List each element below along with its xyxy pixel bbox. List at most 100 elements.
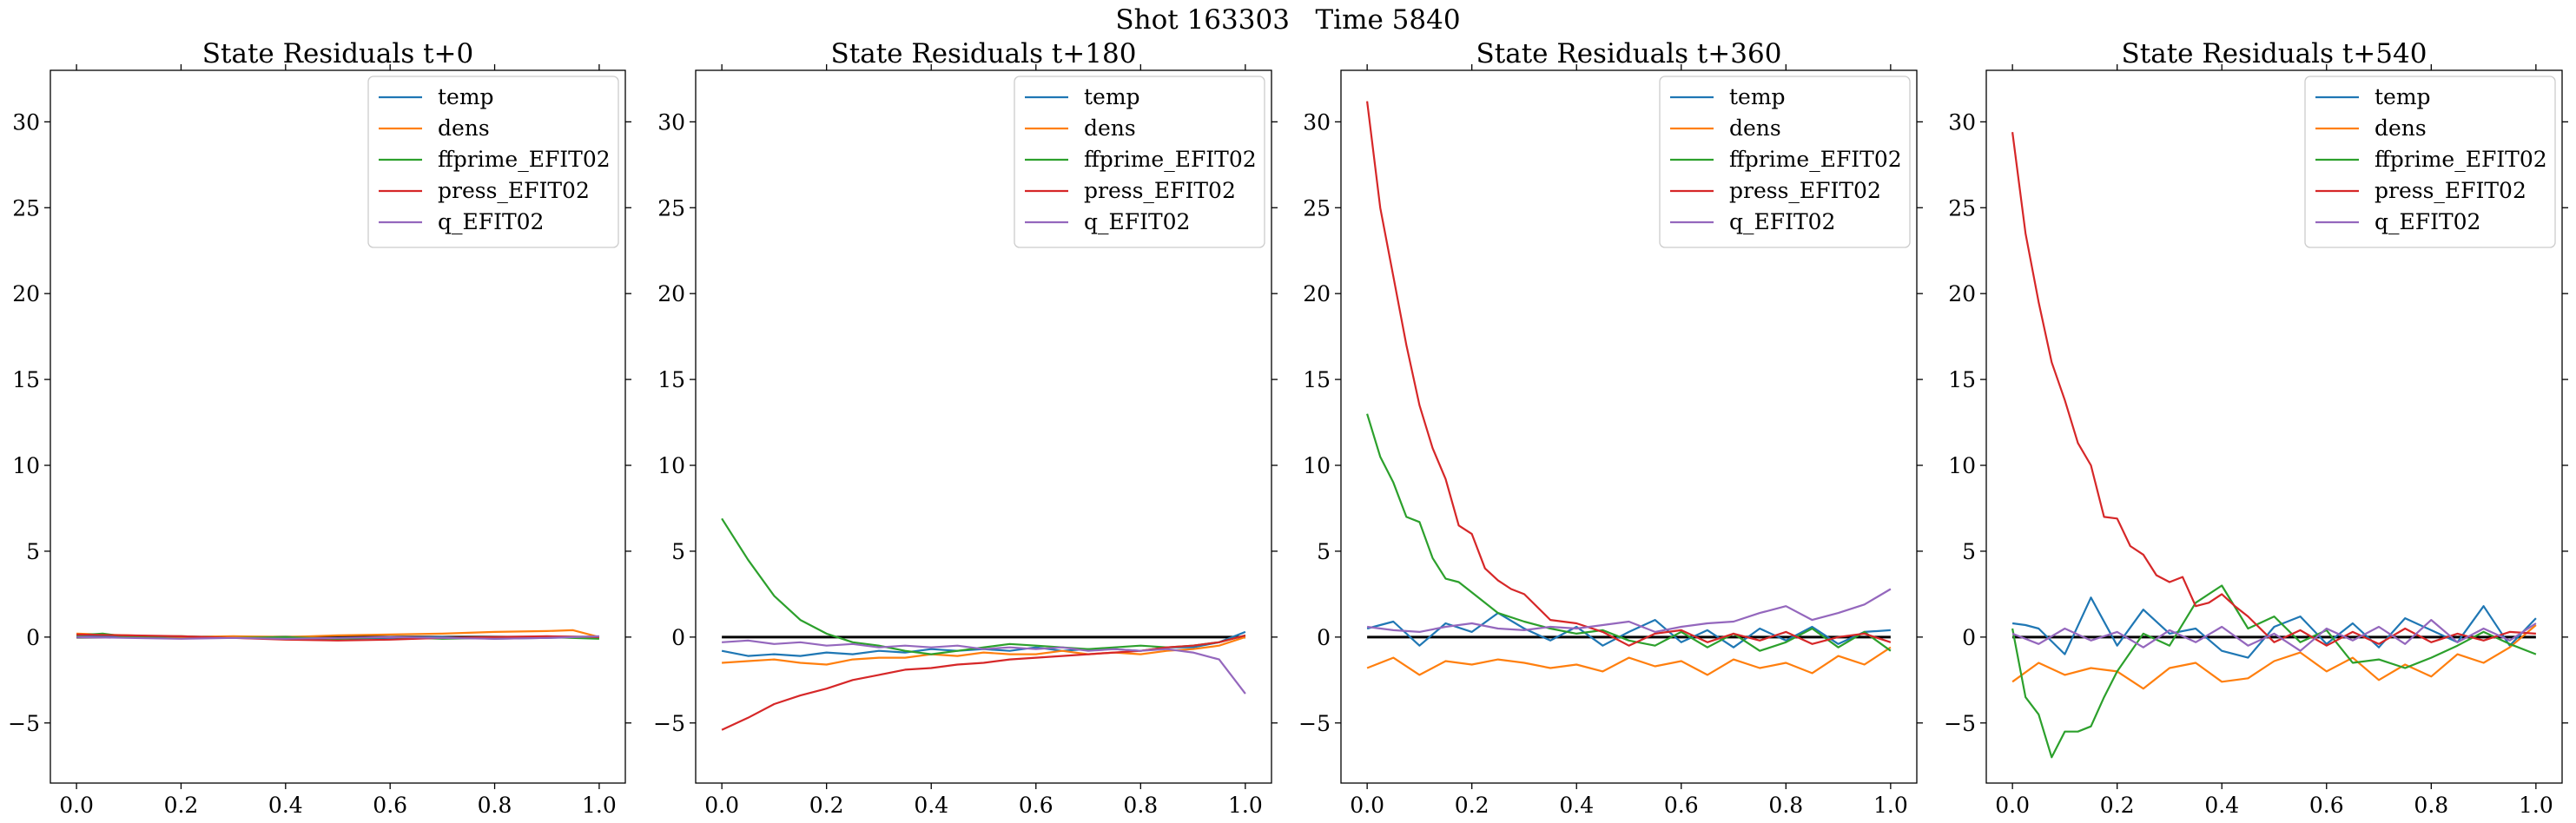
legend: temp dens ffprime_EFIT02 press_EFIT02 q_EFIT… (1659, 76, 1911, 248)
x-tick-label: 0.4 (2204, 793, 2239, 818)
legend-label-q_EFIT02: q_EFIT02 (438, 209, 544, 234)
series-line-q_EFIT02 (722, 639, 1246, 695)
x-tick-label: 0.6 (1019, 793, 1054, 818)
x-tick-label: 0.4 (268, 793, 303, 818)
legend-label-ffprime_EFIT02: ffprime_EFIT02 (1729, 147, 1902, 172)
x-tick-label: 0.2 (2100, 793, 2135, 818)
series-line-ffprime_EFIT02 (1366, 413, 1892, 652)
legend-label-q_EFIT02: q_EFIT02 (1084, 209, 1190, 234)
legend-label-q_EFIT02: q_EFIT02 (1729, 209, 1835, 234)
legend-box (367, 76, 619, 248)
panel-2: State Residuals t+180 0.0 0.2 0.4 0.6 0.8 1.0 −… (653, 38, 1278, 818)
y-tick-label: 5 (1962, 539, 1976, 564)
y-tick-label: −5 (8, 711, 40, 736)
panel-series-group (1366, 101, 1892, 676)
panel-4: State Residuals t+540 0.0 0.2 0.4 0.6 0.8 1.0 −… (1944, 38, 2568, 818)
panel-series-group (721, 517, 1246, 731)
y-tick-label: 5 (1317, 539, 1331, 564)
legend-label-press_EFIT02: press_EFIT02 (1729, 178, 1881, 203)
y-tick-label: 10 (1303, 453, 1331, 478)
series-line-press_EFIT02 (721, 634, 1246, 731)
x-tick-label: 0.6 (2309, 793, 2344, 818)
legend-label-press_EFIT02: press_EFIT02 (2375, 178, 2526, 203)
legend-label-dens: dens (1084, 115, 1136, 141)
series-line-q_EFIT02 (76, 635, 599, 640)
y-tick-label: 15 (1948, 367, 1976, 392)
y-tick-label: 30 (657, 109, 685, 135)
y-tick-label: 10 (1948, 453, 1976, 478)
figure-suptitle: Shot 163303 Time 5840 (1115, 4, 1460, 36)
y-tick-label: 5 (671, 539, 685, 564)
legend-box (1014, 76, 1265, 248)
legend-box (1659, 76, 1911, 248)
legend-label-press_EFIT02: press_EFIT02 (1084, 178, 1236, 203)
x-tick-label: 0.2 (809, 793, 844, 818)
legend-label-press_EFIT02: press_EFIT02 (438, 178, 590, 203)
y-tick-label: −5 (1944, 711, 1976, 736)
x-tick-label: 0.2 (164, 793, 199, 818)
x-tick-label: 0.6 (373, 793, 407, 818)
panel-title: State Residuals t+360 (1476, 38, 1782, 69)
x-tick-label: 0.0 (1350, 793, 1384, 818)
legend: temp dens ffprime_EFIT02 press_EFIT02 q_EFIT… (1014, 76, 1265, 248)
x-tick-label: 0.8 (1768, 793, 1803, 818)
series-line-press_EFIT02 (2011, 132, 2536, 647)
legend-label-temp: temp (438, 84, 494, 109)
y-tick-label: 0 (1317, 625, 1331, 650)
x-tick-label: 1.0 (1873, 793, 1908, 818)
legend-label-ffprime_EFIT02: ffprime_EFIT02 (2375, 147, 2547, 172)
x-tick-label: 1.0 (2519, 793, 2553, 818)
y-tick-label: 25 (12, 195, 40, 221)
y-tick-label: 30 (1948, 109, 1976, 135)
y-tick-label: 20 (12, 281, 40, 306)
y-tick-label: −5 (1298, 711, 1331, 736)
y-tick-label: 10 (12, 453, 40, 478)
y-tick-label: 10 (657, 453, 685, 478)
x-tick-label: 1.0 (582, 793, 617, 818)
x-tick-label: 0.0 (1995, 793, 2030, 818)
y-tick-label: 5 (26, 539, 40, 564)
series-line-press_EFIT02 (1366, 101, 1892, 647)
y-tick-label: 20 (1948, 281, 1976, 306)
series-line-q_EFIT02 (2011, 618, 2537, 652)
y-tick-label: 15 (657, 367, 685, 392)
legend-label-temp: temp (1729, 84, 1786, 109)
legend-label-dens: dens (438, 115, 490, 141)
x-tick-label: 0.0 (704, 793, 739, 818)
y-tick-label: 25 (657, 195, 685, 221)
axes-frame (1340, 69, 1918, 784)
legend-label-dens: dens (1729, 115, 1781, 141)
y-tick-label: 15 (12, 367, 40, 392)
axes-frame (695, 69, 1272, 784)
series-line-temp (2011, 596, 2537, 659)
legend-label-q_EFIT02: q_EFIT02 (2375, 209, 2480, 234)
panel-title: State Residuals t+540 (2122, 38, 2427, 69)
y-tick-label: 30 (1303, 109, 1331, 135)
x-tick-label: 0.0 (59, 793, 94, 818)
axes-frame (50, 69, 626, 784)
y-tick-label: 20 (1303, 281, 1331, 306)
series-line-ffprime_EFIT02 (721, 517, 1246, 655)
x-tick-label: 0.6 (1664, 793, 1699, 818)
panel-title: State Residuals t+180 (831, 38, 1137, 69)
panel-1: State Residuals t+0 0.0 0.2 0.4 0.6 0.8 1.0 −5 0… (8, 38, 631, 818)
legend: temp dens ffprime_EFIT02 press_EFIT02 q_EFIT… (2304, 76, 2556, 248)
legend: temp dens ffprime_EFIT02 press_EFIT02 q_EFIT… (367, 76, 619, 248)
series-line-temp (1366, 611, 1891, 649)
y-tick-label: 25 (1303, 195, 1331, 221)
x-tick-label: 0.2 (1455, 793, 1489, 818)
legend-label-dens: dens (2375, 115, 2427, 141)
series-line-dens (722, 635, 1246, 666)
y-tick-label: 0 (671, 625, 685, 650)
legend-box (2304, 76, 2556, 248)
panel-series-group (2011, 132, 2537, 759)
series-line-dens (2011, 624, 2537, 690)
x-tick-label: 0.8 (478, 793, 512, 818)
series-line-q_EFIT02 (1366, 588, 1892, 634)
y-tick-label: 0 (1962, 625, 1976, 650)
y-tick-label: −5 (653, 711, 685, 736)
y-tick-label: 20 (657, 281, 685, 306)
x-tick-label: 1.0 (1228, 793, 1263, 818)
